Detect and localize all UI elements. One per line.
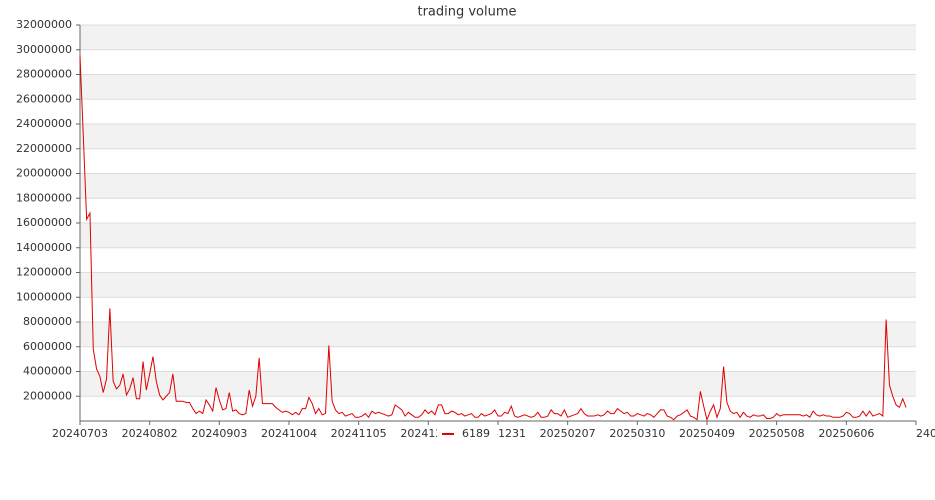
plot-background <box>80 25 916 397</box>
y-tick-label: 16000000 <box>16 216 72 229</box>
x-tick-label: 20250409 <box>679 427 735 440</box>
y-tick-label: 32000000 <box>16 18 72 31</box>
x-tick-label: 20250310 <box>609 427 665 440</box>
x-tick-label: 240 <box>916 427 935 440</box>
y-tick-label: 22000000 <box>16 142 72 155</box>
grid-band <box>80 322 916 347</box>
line-series <box>79 55 907 422</box>
y-tick-label: 12000000 <box>16 266 72 279</box>
y-tick-label: 24000000 <box>16 117 72 130</box>
x-tick-label: 20250606 <box>818 427 874 440</box>
y-tick-label: 20000000 <box>16 167 72 180</box>
legend-box <box>437 425 497 443</box>
legend-label: 6189 <box>462 427 490 440</box>
y-tick-label: 18000000 <box>16 191 72 204</box>
grid-band <box>80 223 916 248</box>
x-tick-label: 20250207 <box>540 427 596 440</box>
grid-band <box>80 124 916 149</box>
grid-band <box>80 371 916 397</box>
x-tick-label: 20240903 <box>191 427 247 440</box>
x-tick-label: 20250508 <box>749 427 805 440</box>
x-tick-label: 20241004 <box>261 427 317 440</box>
grid-band <box>80 173 916 199</box>
grid-band <box>80 272 916 298</box>
y-tick-label: 4000000 <box>23 365 72 378</box>
y-tick-label: 30000000 <box>16 43 72 56</box>
y-tick-label: 10000000 <box>16 290 72 303</box>
x-tick-label: 20240703 <box>52 427 108 440</box>
y-tick-label: 8000000 <box>23 315 72 328</box>
grid-band <box>80 74 916 100</box>
grid-band <box>80 25 916 50</box>
x-tick-label: 20241105 <box>331 427 387 440</box>
y-tick-label: 26000000 <box>16 92 72 105</box>
legend: 6189 <box>437 425 497 443</box>
chart-title: trading volume <box>417 5 516 20</box>
y-tick-label: 28000000 <box>16 68 72 81</box>
x-tick-label: 20240802 <box>122 427 178 440</box>
y-tick-label: 2000000 <box>23 389 72 402</box>
y-tick-label: 14000000 <box>16 241 72 254</box>
y-tick-label: 6000000 <box>23 340 72 353</box>
